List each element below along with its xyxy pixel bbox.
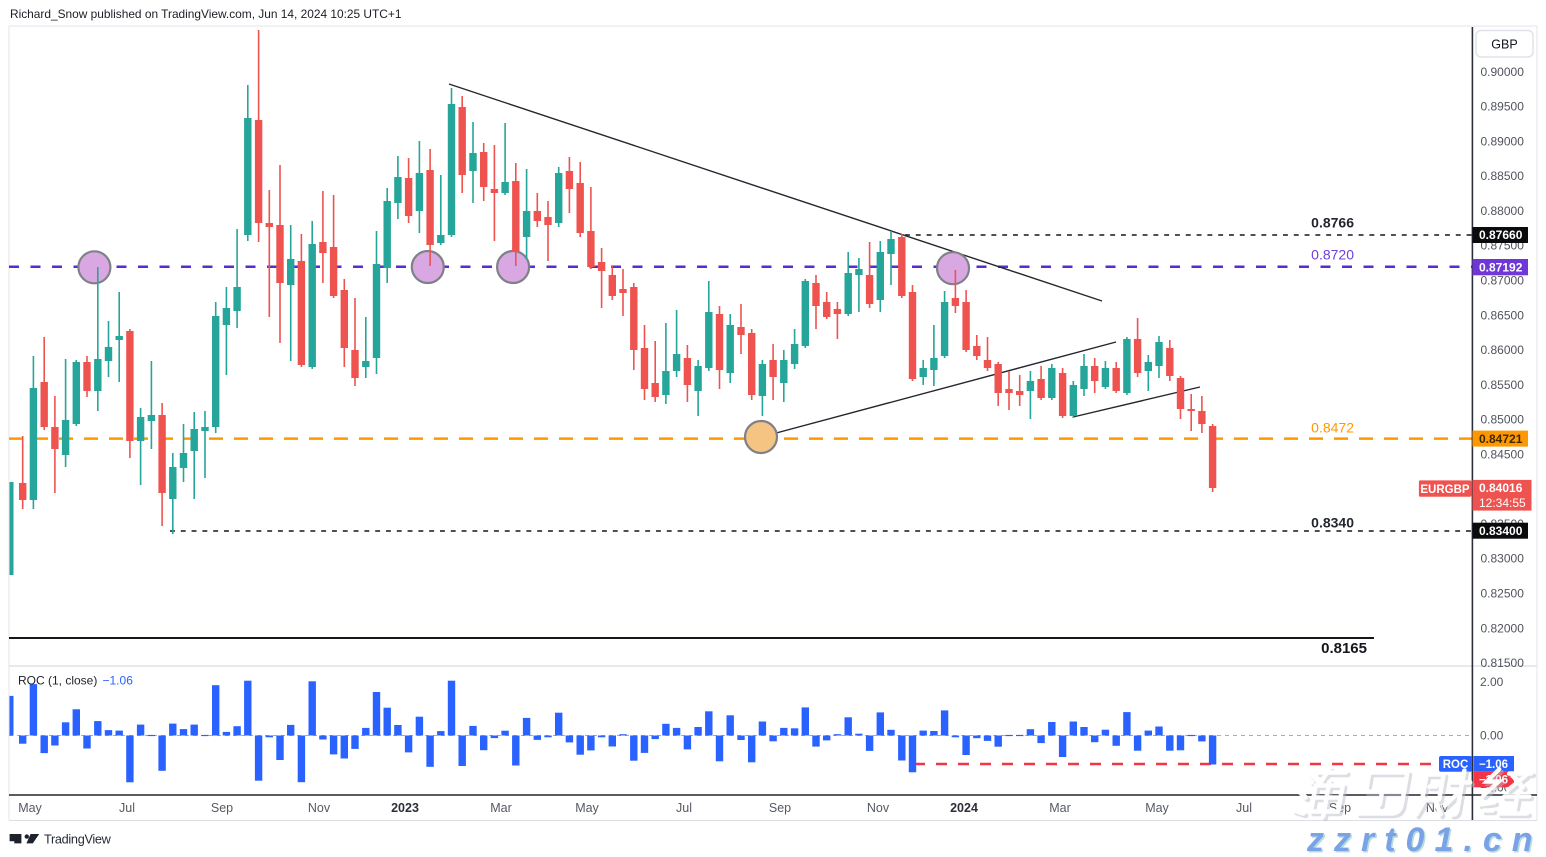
svg-text:Sep: Sep [211, 801, 233, 815]
svg-text:0.85000: 0.85000 [1481, 413, 1525, 427]
svg-text:0.8472: 0.8472 [1311, 420, 1354, 436]
svg-text:TradingView: TradingView [44, 833, 112, 847]
svg-text:ROC: ROC [1443, 759, 1469, 771]
svg-text:Mar: Mar [1049, 801, 1071, 815]
svg-text:0.87000: 0.87000 [1481, 274, 1525, 288]
svg-text:0.84016: 0.84016 [1479, 481, 1523, 495]
svg-text:0.85500: 0.85500 [1481, 378, 1525, 392]
svg-text:0.90000: 0.90000 [1481, 65, 1525, 79]
svg-text:0.87660: 0.87660 [1479, 228, 1523, 242]
svg-text:Jul: Jul [676, 801, 692, 815]
svg-text:EURGBP: EURGBP [1420, 484, 1470, 496]
svg-text:0.89000: 0.89000 [1481, 134, 1525, 148]
svg-text:May: May [1145, 801, 1169, 815]
svg-text:0.8340: 0.8340 [1311, 515, 1354, 531]
svg-text:0.88500: 0.88500 [1481, 169, 1525, 183]
svg-text:May: May [18, 801, 42, 815]
svg-text:Jul: Jul [119, 801, 135, 815]
svg-text:2.00: 2.00 [1480, 675, 1504, 689]
svg-text:0.87192: 0.87192 [1479, 260, 1523, 274]
svg-text:Nov: Nov [308, 801, 331, 815]
svg-text:0.83000: 0.83000 [1481, 552, 1525, 566]
svg-text:0.86000: 0.86000 [1481, 343, 1525, 357]
svg-text:0.00: 0.00 [1480, 729, 1504, 743]
svg-text:0.82500: 0.82500 [1481, 587, 1525, 601]
svg-text:2023: 2023 [391, 801, 419, 815]
svg-text:2024: 2024 [950, 801, 978, 815]
svg-text:Jul: Jul [1236, 801, 1252, 815]
svg-text:0.84500: 0.84500 [1481, 447, 1525, 461]
svg-text:May: May [575, 801, 599, 815]
svg-text:0.83400: 0.83400 [1479, 524, 1523, 538]
svg-text:−1.06: −1.06 [1479, 759, 1508, 771]
svg-text:Nov: Nov [867, 801, 890, 815]
svg-text:0.84721: 0.84721 [1479, 432, 1523, 446]
svg-text:−1.06: −1.06 [103, 674, 134, 688]
svg-text:Sep: Sep [769, 801, 791, 815]
svg-text:0.81500: 0.81500 [1481, 656, 1525, 670]
svg-text:0.82000: 0.82000 [1481, 621, 1525, 635]
svg-text:0.86500: 0.86500 [1481, 308, 1525, 322]
svg-text:12:34:55: 12:34:55 [1479, 496, 1526, 510]
svg-text:0.88000: 0.88000 [1481, 204, 1525, 218]
svg-text:ROC (1, close): ROC (1, close) [18, 674, 97, 688]
svg-text:0.8165: 0.8165 [1321, 640, 1367, 657]
svg-text:Mar: Mar [490, 801, 512, 815]
svg-text:0.8720: 0.8720 [1311, 247, 1354, 263]
svg-text:0.8766: 0.8766 [1311, 215, 1354, 231]
svg-text:GBP: GBP [1491, 38, 1517, 52]
svg-text:0.89500: 0.89500 [1481, 100, 1525, 114]
